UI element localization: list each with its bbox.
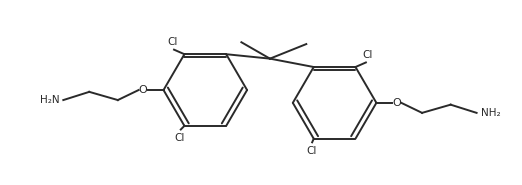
Text: H₂N: H₂N bbox=[40, 95, 59, 105]
Text: O: O bbox=[393, 98, 401, 108]
Text: Cl: Cl bbox=[174, 133, 184, 143]
Text: Cl: Cl bbox=[306, 146, 316, 156]
Text: Cl: Cl bbox=[362, 50, 373, 60]
Text: NH₂: NH₂ bbox=[481, 108, 501, 118]
Text: Cl: Cl bbox=[167, 37, 177, 47]
Text: O: O bbox=[138, 85, 147, 95]
